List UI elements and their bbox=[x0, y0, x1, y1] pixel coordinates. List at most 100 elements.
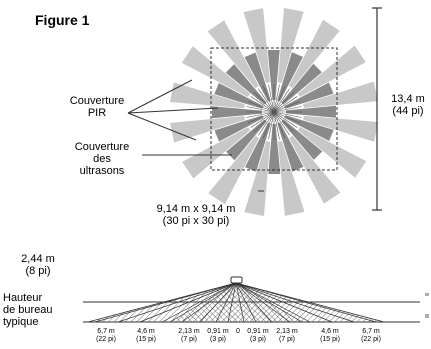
center-ray bbox=[273, 84, 280, 113]
distance-tick-feet: (7 pi) bbox=[181, 336, 197, 343]
distance-tick-meters: 2,13 m bbox=[178, 328, 200, 335]
distance-tick-label: 2,13 m (7 pi) bbox=[174, 328, 204, 344]
distance-tick-label: 6,7 m (22 pi) bbox=[356, 328, 386, 344]
ultrasonic-beam bbox=[214, 115, 264, 142]
leader-lines bbox=[127, 79, 232, 156]
side-ray bbox=[235, 282, 311, 323]
center-ray bbox=[268, 84, 275, 113]
center-ray bbox=[263, 111, 275, 139]
distance-tick-label: 2,13 m (7 pi) bbox=[272, 328, 302, 344]
distance-tick-label: 0,91 m (3 pi) bbox=[243, 328, 273, 344]
center-ray bbox=[273, 111, 290, 136]
side-ray bbox=[161, 282, 237, 323]
center-ray bbox=[273, 91, 295, 113]
height-label-line-2: (8 pi) bbox=[25, 265, 51, 277]
diameter-bracket bbox=[372, 7, 382, 211]
distance-tick-meters: 4,6 m bbox=[137, 328, 155, 335]
side-coverage-hatch-inner bbox=[168, 282, 304, 323]
center-ray bbox=[273, 111, 280, 140]
desk-label-line-3: typique bbox=[3, 316, 39, 328]
center-ray bbox=[273, 96, 298, 113]
center-ray bbox=[273, 111, 302, 118]
figure-title: Figure 1 bbox=[35, 12, 90, 28]
ultrasonic-coverage-label: Couverture des ultrasons bbox=[62, 141, 142, 177]
distance-tick-label: 0,91 m (3 pi) bbox=[203, 328, 233, 344]
center-ray bbox=[258, 111, 275, 136]
ultrasonic-beam bbox=[267, 50, 280, 100]
top-view-diagram bbox=[170, 8, 378, 216]
distance-tick-feet: (22 pi) bbox=[96, 336, 116, 343]
sensor-icon bbox=[230, 276, 243, 284]
wall-edge-marks bbox=[425, 293, 429, 318]
diameter-label-line-2: (44 pi) bbox=[392, 105, 424, 117]
desk-label-line-1: Hauteur bbox=[3, 292, 43, 304]
pir-beam bbox=[288, 19, 340, 89]
ultrasonic-coverage-beams bbox=[212, 50, 336, 174]
side-ray bbox=[235, 282, 273, 323]
pir-leader-line-1 bbox=[127, 79, 193, 114]
distance-tick-meters: 2,13 m bbox=[276, 328, 298, 335]
distance-tick-label: 6,7 m (22 pi) bbox=[91, 328, 121, 344]
center-ray bbox=[273, 111, 295, 133]
center-ray bbox=[246, 106, 275, 113]
side-view-diagram bbox=[83, 276, 429, 323]
side-ray bbox=[235, 282, 377, 323]
pir-beam bbox=[243, 8, 270, 84]
mounting-height-label: 2,44 m (8 pi) bbox=[8, 253, 68, 277]
area-label-line-2: (30 pi x 30 pi) bbox=[162, 215, 230, 227]
pir-beam bbox=[277, 8, 304, 83]
ultrasonic-beam bbox=[244, 52, 271, 102]
center-ray bbox=[253, 111, 275, 133]
center-ray bbox=[273, 101, 301, 113]
side-ray bbox=[235, 282, 257, 323]
side-ray bbox=[139, 282, 237, 323]
pir-beam bbox=[170, 116, 245, 143]
coverage-square-outline bbox=[210, 47, 338, 171]
pir-beam bbox=[297, 45, 366, 97]
distance-tick-feet: (15 pi) bbox=[320, 336, 340, 343]
center-ray bbox=[250, 96, 275, 113]
pir-beam bbox=[303, 115, 378, 142]
center-ray bbox=[273, 111, 301, 123]
side-ray bbox=[227, 282, 237, 323]
side-ray bbox=[94, 282, 237, 323]
distance-tick-meters: 6,7 m bbox=[362, 328, 380, 335]
ultrasonic-beam bbox=[268, 124, 281, 174]
desk-label-line-2: de bureau bbox=[3, 304, 53, 316]
center-ray bbox=[247, 111, 275, 123]
pir-beam bbox=[207, 20, 259, 89]
pir-coverage-beams bbox=[170, 8, 378, 216]
ultrasonic-beam bbox=[284, 82, 334, 109]
diameter-label: 13,4 m (44 pi) bbox=[385, 93, 431, 117]
center-ray bbox=[246, 111, 275, 118]
distance-tick-label: 4,6 m (15 pi) bbox=[315, 328, 345, 344]
pir-beam bbox=[303, 81, 378, 108]
center-ray bbox=[273, 88, 290, 113]
center-ray bbox=[247, 101, 275, 113]
distance-tick-feet: (22 pi) bbox=[361, 336, 381, 343]
distance-tick-feet: (3 pi) bbox=[250, 336, 266, 343]
coverage-area-label: 9,14 m x 9,14 m (30 pi x 30 pi) bbox=[146, 203, 246, 227]
ultrasonic-label-line-3: ultrasons bbox=[79, 165, 125, 177]
side-ray bbox=[117, 282, 237, 323]
distance-tick-feet: (7 pi) bbox=[279, 336, 295, 343]
side-ray bbox=[215, 282, 237, 323]
ultrasonic-label-line-2: des bbox=[93, 153, 111, 165]
center-ray bbox=[258, 88, 275, 113]
side-ray bbox=[181, 282, 237, 323]
pir-beam bbox=[181, 46, 251, 98]
distance-tick-label: 0 bbox=[223, 328, 253, 336]
pir-beam bbox=[278, 141, 305, 216]
ultrasonic-label-line-1: Couverture bbox=[74, 141, 130, 153]
side-ray bbox=[235, 282, 333, 323]
diameter-label-line-1: 13,4 m bbox=[391, 93, 425, 105]
center-ray bbox=[250, 111, 275, 128]
side-ray bbox=[235, 282, 245, 323]
pir-beam bbox=[244, 141, 271, 216]
pir-beam bbox=[297, 126, 367, 178]
distance-tick-feet: (15 pi) bbox=[136, 336, 156, 343]
distance-tick-meters: 4,6 m bbox=[321, 328, 339, 335]
distance-tick-meters: 0 bbox=[236, 328, 240, 335]
pir-leader-line-2 bbox=[127, 107, 219, 114]
